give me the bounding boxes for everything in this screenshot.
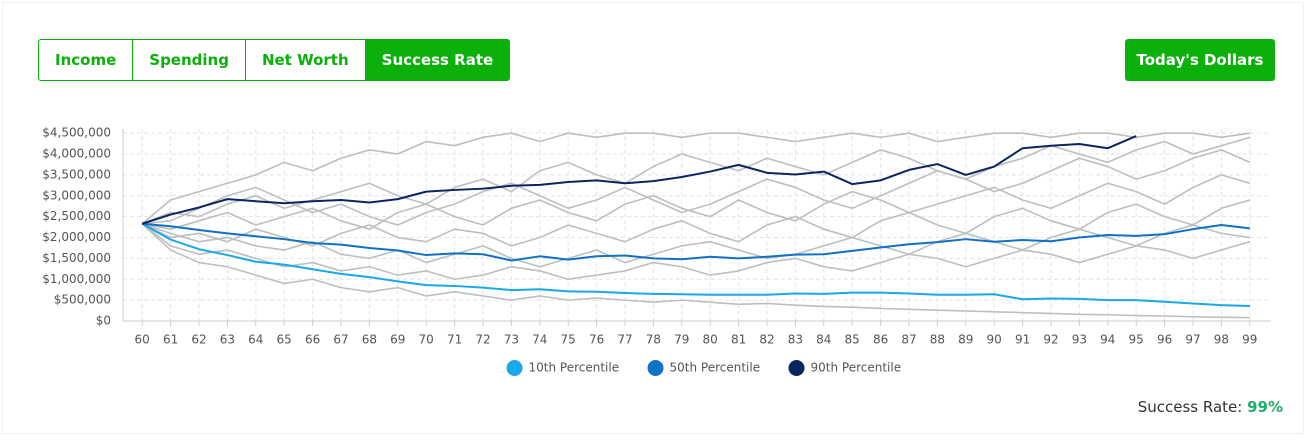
x-tick-label: 80 [703, 333, 718, 347]
y-tick-label: $2,000,000 [42, 230, 111, 244]
x-tick-label: 99 [1242, 333, 1257, 347]
x-tick-label: 72 [475, 333, 490, 347]
tab-group: Income Spending Net Worth Success Rate [38, 39, 511, 81]
tab[interactable]: Net Worth [245, 39, 366, 81]
legend-label: 10th Percentile [529, 361, 620, 375]
y-tick-label: $1,000,000 [42, 272, 111, 286]
percentile-line [142, 222, 1250, 262]
simulation-line [141, 223, 1250, 319]
y-tick-label: $4,500,000 [42, 126, 111, 140]
x-tick-label: 76 [589, 333, 604, 347]
x-tick-label: 74 [532, 333, 547, 347]
x-tick-label: 62 [191, 333, 206, 347]
success-rate-label: Success Rate: [1137, 398, 1243, 416]
x-tick-label: 60 [135, 333, 150, 347]
x-tick-label: 75 [561, 333, 576, 347]
y-tick-label: $3,000,000 [42, 188, 111, 202]
y-tick-label: $1,500,000 [42, 251, 111, 265]
x-tick-label: 87 [901, 333, 916, 347]
legend-label: 90th Percentile [811, 361, 902, 375]
y-tick-label: $4,000,000 [42, 147, 111, 161]
y-tick-label: $3,500,000 [42, 167, 111, 181]
x-tick-label: 73 [504, 333, 519, 347]
success-rate-value: 99% [1247, 398, 1283, 416]
simulation-line [141, 223, 1251, 281]
percentile-line [141, 222, 1250, 307]
tab[interactable]: Income [38, 39, 134, 81]
x-tick-label: 89 [958, 333, 973, 347]
tab[interactable]: Success Rate [365, 39, 511, 81]
x-tick-label: 61 [163, 333, 178, 347]
y-tick-label: $2,500,000 [42, 209, 111, 223]
x-tick-label: 94 [1100, 333, 1115, 347]
simulation-line [141, 199, 1251, 247]
x-tick-label: 97 [1185, 333, 1200, 347]
x-tick-label: 91 [1015, 333, 1030, 347]
x-tick-label: 81 [731, 333, 746, 347]
success-rate: Success Rate: 99% [1138, 398, 1283, 416]
card: Income Spending Net Worth Success Rate Toda… [2, 2, 1304, 434]
legend-swatch [647, 360, 664, 376]
x-tick-label: 68 [362, 333, 377, 347]
x-tick-label: 67 [333, 333, 348, 347]
legend-swatch [788, 360, 805, 376]
x-tick-label: 64 [248, 333, 263, 347]
simulation-line [142, 174, 1251, 230]
x-tick-label: 83 [788, 333, 803, 347]
x-tick-label: 77 [617, 333, 632, 347]
legend-swatch [506, 360, 523, 376]
x-tick-label: 82 [759, 333, 774, 347]
simulation-line [142, 149, 1251, 226]
x-tick-label: 84 [816, 333, 831, 347]
x-tick-label: 90 [987, 333, 1002, 347]
x-tick-label: 98 [1214, 333, 1229, 347]
simulation-line [141, 132, 1250, 225]
x-tick-label: 86 [873, 333, 888, 347]
x-tick-label: 63 [220, 333, 235, 347]
x-tick-label: 69 [390, 333, 405, 347]
chart: $0 $500,000 $1,000,000 $1,500,000 $2,000,000… [42, 126, 1271, 376]
x-tick-label: 78 [646, 333, 661, 347]
todays-dollars-button[interactable]: Today's Dollars [1125, 39, 1275, 81]
x-tick-label: 65 [277, 333, 292, 347]
simulation-line [141, 222, 1250, 268]
x-tick-label: 85 [845, 333, 860, 347]
y-tick-label: $0 [96, 314, 111, 328]
x-tick-label: 93 [1072, 333, 1087, 347]
x-tick-label: 92 [1043, 333, 1058, 347]
x-tick-label: 71 [447, 333, 462, 347]
x-tick-label: 95 [1129, 333, 1144, 347]
simulation-line [141, 136, 1251, 225]
legend-label: 50th Percentile [670, 361, 761, 375]
x-tick-label: 88 [930, 333, 945, 347]
tab[interactable]: Spending [133, 39, 246, 81]
x-tick-label: 96 [1157, 333, 1172, 347]
y-tick-label: $500,000 [54, 293, 111, 307]
x-tick-label: 79 [674, 333, 689, 347]
x-tick-label: 66 [305, 333, 320, 347]
percentile-line [141, 135, 1137, 225]
x-tick-label: 70 [419, 333, 434, 347]
